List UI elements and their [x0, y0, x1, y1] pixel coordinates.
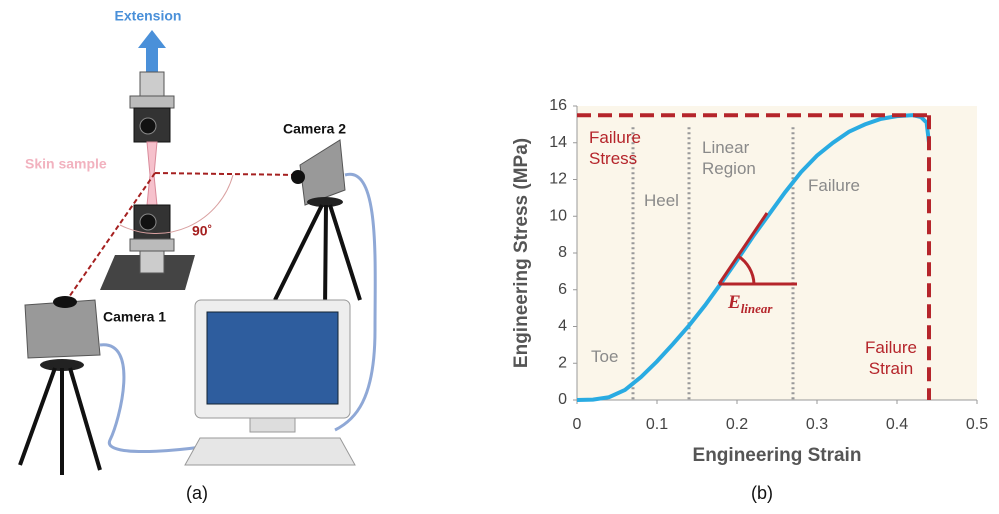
x-tick-label: 0.2 — [726, 416, 748, 433]
failure-strain-label: Failure Strain — [865, 338, 917, 378]
region-label: Failure — [808, 176, 860, 195]
keyboard — [184, 437, 356, 466]
camera-2 — [299, 139, 346, 206]
angle-label: 90˚ — [192, 223, 212, 239]
x-tick-label: 0.3 — [806, 416, 828, 433]
x-tick-label: 0.4 — [886, 416, 908, 433]
sightline — [59, 172, 156, 311]
cable — [334, 172, 377, 432]
extension-label: Extension — [115, 8, 182, 24]
angle-arc — [119, 174, 234, 235]
clamp — [129, 238, 175, 252]
caption: (b) — [751, 483, 773, 503]
lens — [291, 170, 305, 184]
tripod — [273, 204, 362, 311]
modulus-subscript: linear — [740, 300, 773, 316]
plot-background — [577, 106, 977, 400]
sightline — [154, 172, 301, 176]
sample-label: Skin sample — [25, 156, 107, 172]
modulus-construct — [717, 212, 797, 286]
region-label: Heel — [644, 191, 679, 210]
screw — [139, 117, 157, 135]
y-tick-label: 2 — [558, 354, 567, 371]
rod — [139, 71, 165, 97]
x-tick-label: 0 — [573, 416, 582, 433]
caption: (a) — [186, 483, 208, 503]
lens — [53, 296, 77, 308]
region-label: Toe — [591, 347, 619, 366]
tripod-head — [40, 359, 84, 371]
x-tick-label: 0.1 — [646, 416, 668, 433]
tangent-line — [717, 212, 769, 285]
x-axis-title: Engineering Strain — [693, 445, 862, 466]
screen — [206, 311, 339, 405]
y-axis-title: Engineering Stress (MPa) — [511, 138, 532, 368]
y-tick-label: 16 — [549, 97, 567, 114]
cable — [99, 343, 241, 453]
test-setup — [18, 30, 377, 475]
y-tick-label: 14 — [549, 134, 567, 151]
tripod — [18, 367, 102, 475]
stand — [249, 417, 296, 433]
y-tick-label: 8 — [558, 244, 567, 261]
tripod-head — [307, 197, 343, 207]
region-label: Linear Region — [702, 138, 756, 178]
extension-arrow — [138, 30, 166, 72]
y-tick-label: 10 — [549, 207, 567, 224]
rod — [139, 250, 165, 274]
modulus-symbol: E — [728, 292, 741, 313]
screw — [139, 213, 157, 231]
angle-arc — [737, 254, 756, 285]
modulus-label: Elinear — [728, 292, 772, 319]
y-tick-label: 12 — [549, 171, 567, 188]
y-tick-label: 4 — [558, 318, 567, 335]
clamp — [129, 95, 175, 109]
y-tick-label: 6 — [558, 281, 567, 298]
camera-1 — [24, 299, 101, 359]
camera-1-label: Camera 1 — [103, 309, 166, 325]
failure-stress-label: Failure Stress — [589, 128, 641, 168]
y-tick-label: 0 — [558, 391, 567, 408]
camera-2-label: Camera 2 — [283, 121, 346, 137]
x-tick-label: 0.5 — [966, 416, 988, 433]
